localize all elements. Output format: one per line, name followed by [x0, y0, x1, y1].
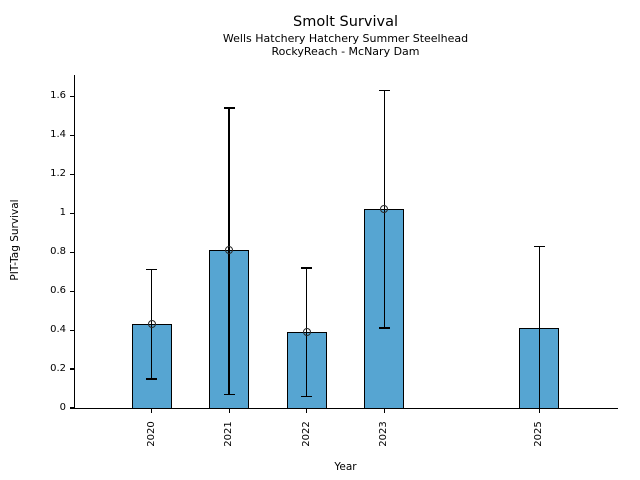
error-bar-cap-bottom — [223, 393, 235, 396]
y-tick-label: 1.4 — [50, 129, 66, 141]
y-tick — [70, 251, 74, 253]
error-bar-cap-top — [146, 268, 158, 271]
y-tick-label: 0 — [59, 402, 66, 413]
y-tick — [70, 290, 74, 292]
error-bar-cap-bottom — [378, 327, 390, 329]
y-tick-label: 0.6 — [50, 285, 66, 297]
y-tick — [70, 134, 74, 137]
error-bar-cap-top — [223, 107, 235, 109]
x-tick — [383, 409, 385, 414]
y-tick — [70, 368, 74, 370]
y-tick — [70, 407, 74, 409]
y-tick — [70, 173, 74, 175]
x-tick-label: 2022 — [300, 420, 312, 447]
error-bar-cap-bottom — [301, 395, 313, 398]
x-tick-label: 2020 — [145, 420, 157, 447]
plot-area — [74, 75, 618, 409]
x-axis-label: Year — [334, 461, 357, 473]
y-tick-label: 0.8 — [50, 246, 66, 258]
point-marker — [380, 205, 389, 214]
y-tick — [70, 95, 74, 98]
x-tick — [538, 409, 541, 414]
point-marker — [225, 246, 234, 255]
chart-title: Smolt Survival — [293, 14, 398, 30]
x-tick — [306, 409, 308, 414]
chart-subtitle-line2: RockyReach - McNary Dam — [271, 45, 420, 58]
x-tick-label: 2021 — [223, 420, 235, 447]
chart-subtitle-line1: Wells Hatchery Hatchery Summer Steelhead — [222, 32, 469, 45]
y-tick-label: 1.2 — [50, 168, 66, 180]
error-bar-cap-top — [301, 267, 313, 269]
x-tick — [228, 409, 230, 414]
point-marker — [147, 320, 156, 329]
error-bar-cap-top — [533, 245, 545, 248]
error-bar-cap-bottom — [146, 378, 158, 380]
y-tick-label: 0.2 — [50, 363, 66, 375]
y-tick-label: 0.4 — [50, 324, 66, 336]
error-bar-cap-top — [378, 89, 390, 92]
y-tick-label: 1 — [59, 207, 66, 219]
x-tick-label: 2025 — [533, 420, 545, 447]
x-tick-label: 2023 — [378, 420, 390, 447]
y-tick-label: 1.6 — [50, 90, 66, 102]
point-marker — [302, 328, 311, 337]
y-tick — [70, 212, 74, 214]
y-axis-label: PIT-Tag Survival — [9, 199, 21, 281]
y-tick — [70, 329, 74, 331]
x-tick — [150, 409, 153, 414]
error-bar-line — [538, 246, 541, 408]
